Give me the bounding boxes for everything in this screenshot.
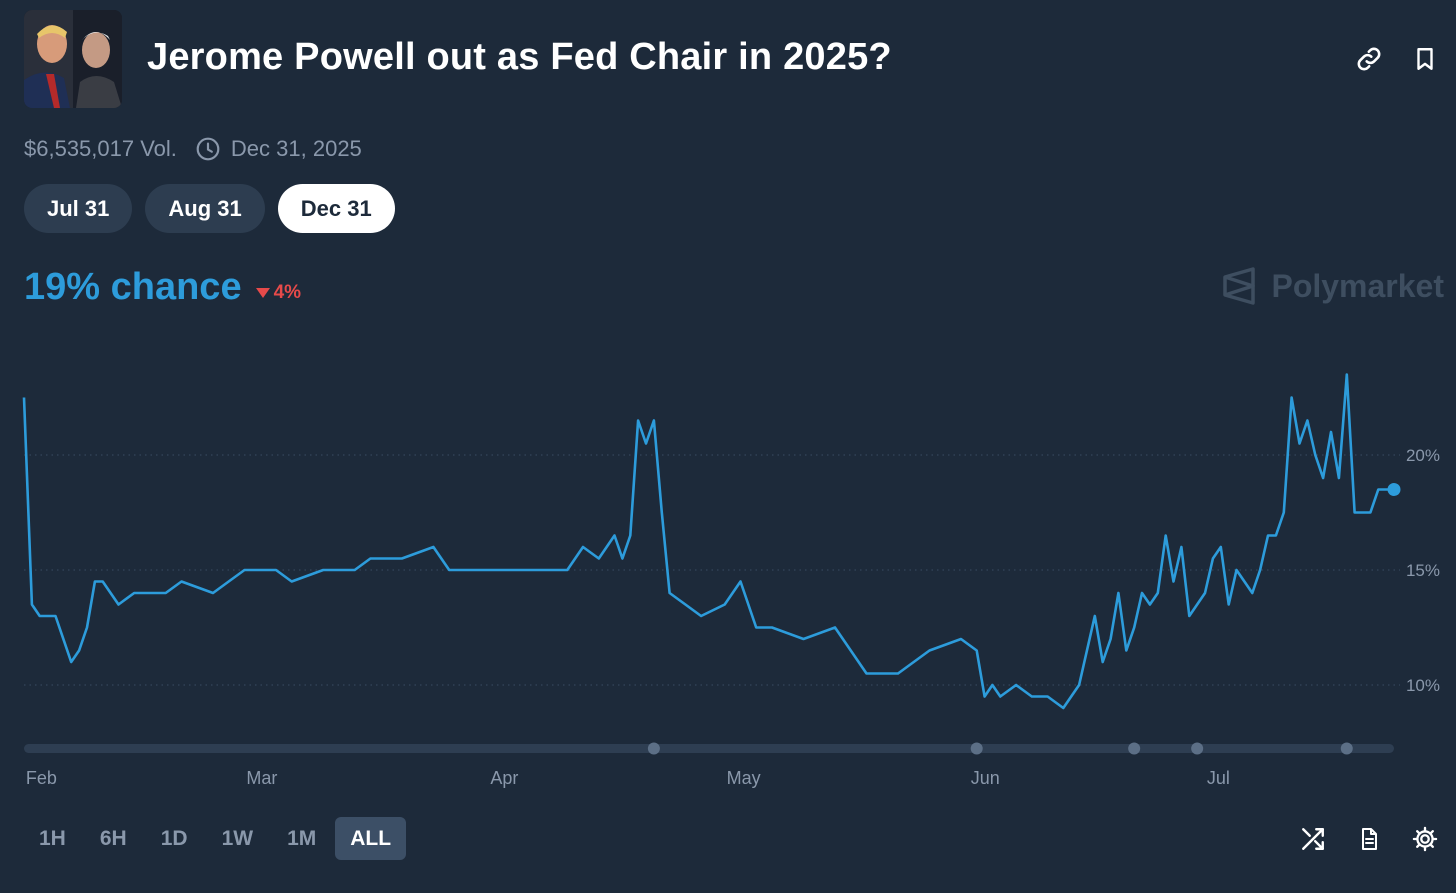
x-tick-label: May [727, 768, 761, 788]
range-6h-button[interactable]: 6H [99, 826, 127, 850]
volume-text: $6,535,017 Vol. [24, 136, 177, 161]
timeline-marker[interactable] [1128, 742, 1141, 755]
range-1w-button[interactable]: 1W [221, 826, 254, 850]
bookmark-icon[interactable] [1408, 42, 1442, 76]
x-tick-label: Feb [26, 768, 57, 788]
series-end-dot [1387, 483, 1401, 496]
end-date-text: Dec 31, 2025 [230, 136, 362, 161]
range-1h-button[interactable]: 1H [39, 826, 66, 850]
date-selector: Jul 31 Aug 31 Dec 31 [24, 184, 395, 233]
y-tick-label: 15% [1406, 561, 1440, 580]
settings-gear-icon[interactable] [1408, 822, 1442, 856]
market-meta: $6,535,017 Vol. Dec 31, 2025 [24, 136, 362, 162]
triangle-down-icon [255, 288, 270, 298]
date-pill-aug-31[interactable]: Aug 31 [145, 184, 265, 233]
range-all-button[interactable]: ALL [335, 817, 407, 860]
market-thumbnail [24, 10, 122, 108]
series-line [22, 373, 1394, 710]
date-pill-jul-31[interactable]: Jul 31 [24, 184, 133, 233]
document-icon[interactable] [1352, 822, 1386, 856]
chart-actions [1296, 822, 1442, 856]
change-badge: 4% [255, 282, 302, 304]
link-icon[interactable] [1352, 42, 1386, 76]
x-tick-label: Apr [490, 768, 518, 788]
date-pill-dec-31[interactable]: Dec 31 [277, 184, 395, 233]
x-tick-label: Jun [971, 768, 1000, 788]
timeline-marker[interactable] [647, 742, 660, 755]
timeline-track[interactable] [24, 744, 1394, 753]
probability-display: 19% chance 4% [24, 266, 301, 309]
header-actions [1352, 42, 1442, 76]
timeline-marker[interactable] [1191, 742, 1204, 755]
timeline-marker[interactable] [1340, 742, 1353, 755]
time-range-selector: 1H 6H 1D 1W 1M ALL [24, 817, 407, 860]
page-title: Jerome Powell out as Fed Chair in 2025? [147, 36, 892, 78]
range-1d-button[interactable]: 1D [160, 826, 188, 850]
y-tick-label: 10% [1406, 676, 1440, 695]
timeline-marker[interactable] [970, 742, 983, 755]
brand-name: Polymarket [1271, 267, 1444, 304]
market-thumbnail-portraits-icon [24, 10, 122, 108]
brand-watermark: Polymarket [1221, 266, 1444, 306]
range-1m-button[interactable]: 1M [287, 826, 317, 850]
shuffle-icon[interactable] [1296, 822, 1330, 856]
x-tick-label: Mar [246, 768, 277, 788]
polymarket-logo-icon [1223, 267, 1256, 305]
chance-value: 19% chance [24, 266, 242, 308]
y-tick-label: 20% [1406, 446, 1440, 465]
price-chart[interactable]: 10% 15% 20% Feb Mar Apr May Jun Jul [0, 340, 1456, 800]
change-value: 4% [273, 282, 302, 303]
x-tick-label: Jul [1207, 768, 1230, 788]
clock-icon [195, 136, 221, 162]
